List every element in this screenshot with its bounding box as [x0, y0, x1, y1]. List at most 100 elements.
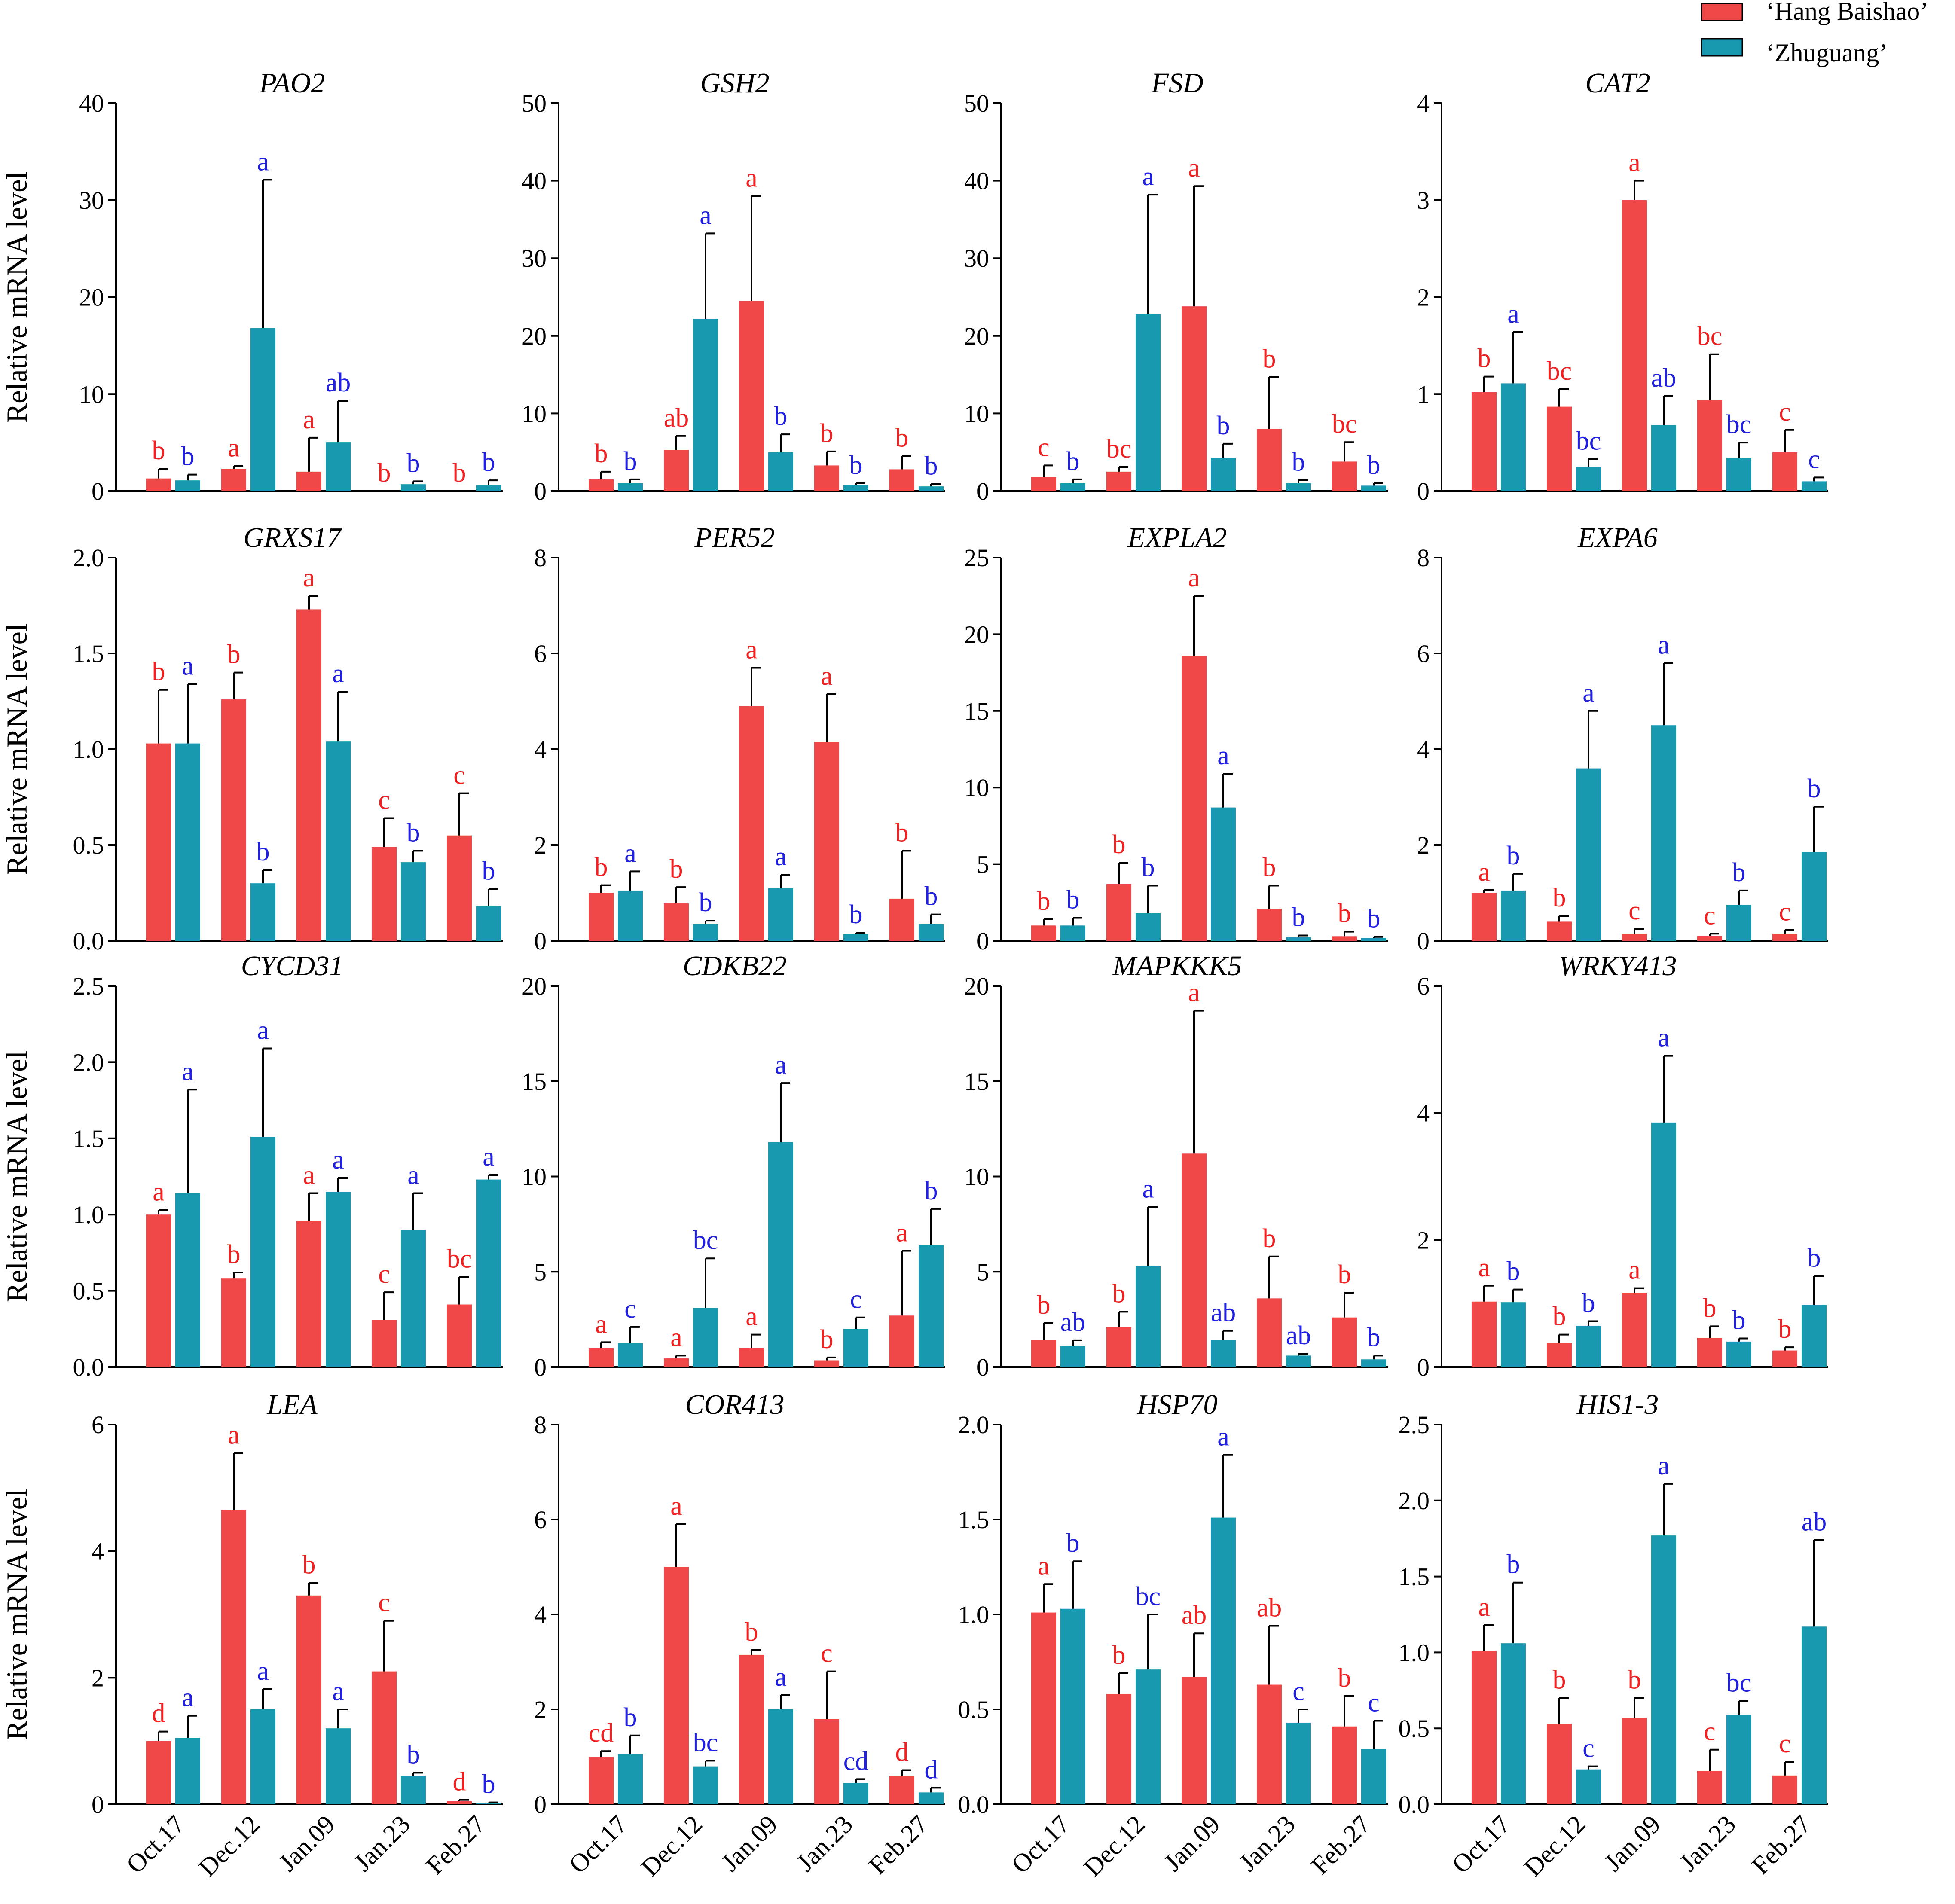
significance-letter: a	[257, 1657, 269, 1686]
y-tick-label: 20	[964, 322, 989, 350]
bar-zhuguang-dec-12	[1576, 1769, 1601, 1804]
chart-title: CDKB22	[683, 950, 787, 982]
bar-hang-baishao-oct-17	[146, 743, 171, 941]
significance-letter: b	[1292, 903, 1305, 932]
bar-zhuguang-oct-17	[175, 1193, 200, 1367]
chart-title: COR413	[685, 1389, 785, 1420]
significance-letter: b	[895, 818, 909, 847]
significance-letter: a	[775, 842, 787, 871]
bar-zhuguang-jan-09	[768, 1709, 793, 1804]
significance-letter: a	[303, 563, 315, 592]
bar-zhuguang-feb-27	[919, 486, 944, 491]
y-tick-label: 40	[964, 167, 989, 195]
bar-zhuguang-jan-23	[1286, 1355, 1311, 1367]
significance-letter: bc	[1697, 322, 1723, 351]
significance-letter: a	[303, 1161, 315, 1190]
significance-letter: bc	[1332, 409, 1357, 439]
y-axis-label: Relative mRNA level	[0, 1051, 33, 1302]
bar-zhuguang-jan-23	[843, 1329, 868, 1367]
significance-letter: bc	[1136, 1582, 1161, 1611]
significance-letter: a	[228, 433, 240, 462]
significance-letter: a	[1188, 563, 1200, 592]
bar-zhuguang-jan-09	[326, 1728, 351, 1804]
y-tick-label: 10	[522, 400, 547, 427]
significance-letter: b	[1037, 1291, 1051, 1320]
bar-zhuguang-jan-09	[768, 452, 793, 491]
bar-zhuguang-jan-23	[1286, 1722, 1311, 1804]
significance-letter: b	[1808, 1244, 1821, 1273]
y-tick-label: 1	[1417, 380, 1430, 408]
significance-letter: c	[1779, 397, 1791, 427]
x-tick-label: Feb.27	[1306, 1810, 1376, 1880]
bar-zhuguang-dec-12	[250, 328, 275, 491]
bar-zhuguang-dec-12	[250, 1137, 275, 1367]
y-tick-label: 2	[534, 1696, 547, 1724]
bar-hang-baishao-feb-27	[889, 1315, 914, 1367]
x-tick-label: Oct.17	[121, 1810, 190, 1879]
bar-hang-baishao-dec-12	[221, 1510, 246, 1804]
y-tick-label: 1.5	[73, 640, 104, 668]
bar-zhuguang-oct-17	[618, 483, 643, 491]
y-tick-label: 4	[1417, 89, 1430, 117]
significance-letter: bc	[1726, 1669, 1752, 1698]
chart-his1-3: HIS1-30.00.51.01.52.02.5abOct.17bcDec.12…	[1399, 1389, 1828, 1882]
significance-letter: b	[595, 439, 608, 468]
bar-zhuguang-oct-17	[175, 480, 200, 491]
significance-letter: ab	[1651, 363, 1677, 393]
bar-zhuguang-feb-27	[1361, 1359, 1386, 1367]
significance-letter: a	[332, 1145, 344, 1175]
bar-zhuguang-feb-27	[919, 924, 944, 941]
significance-letter: a	[700, 201, 712, 230]
bar-zhuguang-dec-12	[1136, 314, 1161, 491]
significance-letter: a	[1478, 1593, 1490, 1622]
significance-letter: b	[624, 447, 637, 476]
bar-zhuguang-oct-17	[1060, 925, 1085, 941]
significance-letter: bc	[693, 1226, 718, 1255]
y-tick-label: 6	[534, 640, 547, 668]
significance-letter: a	[153, 1178, 165, 1207]
bar-hang-baishao-jan-23	[372, 1671, 397, 1804]
significance-letter: b	[1778, 1315, 1792, 1344]
bar-zhuguang-jan-09	[768, 1142, 793, 1367]
significance-letter: b	[1507, 1257, 1520, 1286]
y-tick-label: 30	[79, 186, 104, 214]
x-tick-label: Dec.12	[1078, 1810, 1150, 1882]
bar-zhuguang-feb-27	[1802, 1626, 1827, 1804]
y-tick-label: 8	[534, 1411, 547, 1439]
bar-zhuguang-jan-09	[1651, 425, 1676, 491]
significance-letter: b	[1338, 1663, 1351, 1693]
chart-title: FSD	[1151, 67, 1204, 99]
chart-title: GSH2	[700, 67, 769, 99]
significance-letter: b	[302, 1550, 316, 1579]
significance-letter: a	[670, 1492, 682, 1521]
significance-letter: b	[1628, 1665, 1641, 1694]
bar-hang-baishao-jan-23	[1697, 936, 1722, 941]
significance-letter: b	[482, 857, 495, 886]
y-tick-label: 6	[92, 1411, 104, 1439]
chart-title: WRKY413	[1558, 950, 1677, 982]
chart-title: CYCD31	[241, 950, 343, 982]
bar-hang-baishao-jan-23	[814, 465, 839, 491]
significance-letter: c	[624, 1294, 636, 1324]
significance-letter: c	[1779, 897, 1791, 926]
significance-letter: cd	[589, 1718, 614, 1748]
significance-letter: b	[925, 452, 938, 481]
bar-hang-baishao-dec-12	[221, 469, 246, 491]
bar-hang-baishao-oct-17	[146, 478, 171, 491]
bar-hang-baishao-dec-12	[1106, 884, 1131, 941]
significance-letter: a	[1478, 1253, 1490, 1282]
y-tick-label: 1.0	[958, 1601, 990, 1629]
significance-letter: a	[595, 1309, 607, 1339]
bar-zhuguang-feb-27	[1802, 852, 1827, 941]
y-tick-label: 20	[522, 972, 547, 1000]
bar-hang-baishao-jan-09	[1182, 656, 1207, 941]
bar-zhuguang-oct-17	[1501, 890, 1526, 941]
bar-zhuguang-oct-17	[1060, 1608, 1085, 1804]
significance-letter: b	[1066, 885, 1080, 914]
significance-letter: b	[895, 424, 909, 453]
y-tick-label: 1.5	[958, 1506, 990, 1534]
legend-swatch-zhuguang	[1701, 38, 1743, 57]
